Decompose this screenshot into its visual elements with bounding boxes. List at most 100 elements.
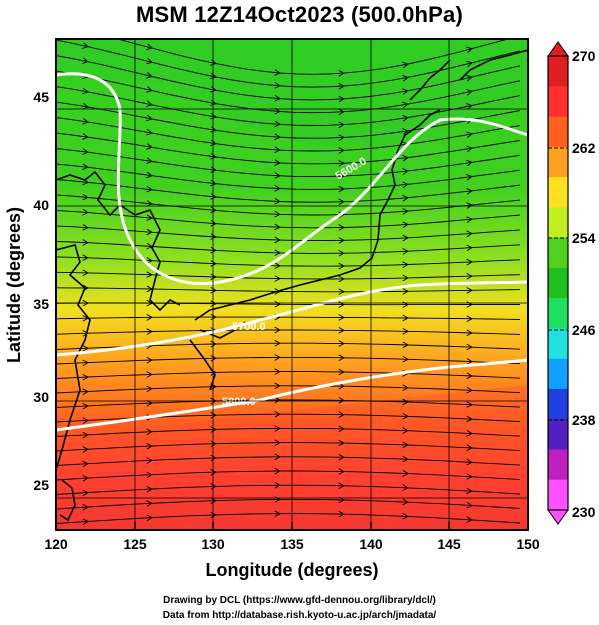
streamline-arrow bbox=[338, 468, 345, 475]
streamline-arrow bbox=[466, 444, 473, 452]
streamline-arrow bbox=[466, 173, 473, 181]
streamline-arrow bbox=[338, 160, 345, 167]
streamline bbox=[56, 456, 521, 466]
streamline bbox=[115, 39, 510, 75]
streamline-arrow bbox=[402, 74, 409, 82]
streamline-arrow bbox=[466, 103, 473, 110]
streamline-arrow bbox=[466, 230, 473, 238]
streamline-arrow bbox=[274, 69, 281, 76]
streamline-arrow bbox=[466, 89, 473, 96]
streamline-arrow bbox=[274, 339, 281, 347]
streamline-arrow bbox=[210, 313, 217, 321]
colorbar-segment bbox=[548, 116, 568, 148]
streamline-arrow bbox=[338, 121, 345, 129]
streamline-arrow bbox=[338, 275, 345, 283]
temperature-field: 5800.0 5700.0 5600.0 bbox=[56, 28, 528, 530]
streamline-arrow bbox=[210, 273, 217, 281]
streamline-arrow bbox=[210, 454, 217, 462]
streamline-arrow bbox=[338, 82, 345, 90]
streamline-arrow bbox=[402, 221, 409, 228]
streamline-arrow bbox=[338, 314, 345, 321]
streamline-arrow bbox=[274, 496, 281, 503]
streamline-arrow bbox=[466, 46, 473, 54]
streamline-arrow bbox=[146, 514, 153, 522]
streamline-arrow bbox=[146, 471, 153, 479]
streamline-arrow bbox=[338, 95, 345, 103]
contour-5800 bbox=[56, 358, 528, 432]
streamline-arrow bbox=[338, 368, 345, 376]
streamline-arrow bbox=[466, 343, 473, 351]
streamline-arrow bbox=[274, 467, 281, 475]
contour-5600 bbox=[56, 72, 528, 286]
x-axis-title: Longitude (degrees) bbox=[205, 560, 378, 580]
streamline bbox=[56, 399, 521, 408]
streamline-arrow bbox=[146, 356, 153, 364]
streamline bbox=[56, 484, 521, 495]
streamline-arrow bbox=[402, 314, 409, 322]
streamline-arrow bbox=[210, 300, 217, 307]
streamline-arrow bbox=[82, 330, 89, 337]
streamline-arrow bbox=[402, 341, 409, 349]
streamline-arrow bbox=[466, 287, 473, 294]
streamline-arrow bbox=[82, 208, 89, 216]
streamline-arrow bbox=[466, 244, 473, 252]
streamline bbox=[56, 117, 521, 152]
streamline-arrow bbox=[466, 159, 473, 167]
streamline-arrow bbox=[274, 172, 281, 179]
x-tick-label: 120 bbox=[44, 536, 68, 552]
streamline-arrow bbox=[274, 411, 281, 418]
y-tick-label: 25 bbox=[33, 477, 49, 493]
colorbar-label: 238 bbox=[572, 412, 596, 428]
streamline-arrow bbox=[82, 373, 89, 381]
streamline-arrow bbox=[82, 28, 88, 34]
streamline-arrow bbox=[146, 371, 153, 378]
streamline-arrow bbox=[466, 258, 473, 266]
streamline-arrow bbox=[82, 417, 89, 424]
streamline-arrow bbox=[338, 185, 345, 193]
streamline-arrow bbox=[82, 163, 89, 171]
streamline-arrow bbox=[338, 425, 345, 433]
streamline-arrow bbox=[82, 148, 89, 155]
streamline-arrow bbox=[82, 489, 89, 497]
map-title: MSM 12Z14Oct2023 (500.0hPa) bbox=[136, 2, 463, 27]
streamline-arrow bbox=[82, 345, 89, 352]
streamline-arrow bbox=[466, 315, 473, 322]
streamline-arrow bbox=[82, 388, 89, 395]
streamline bbox=[56, 39, 521, 88]
x-tick-label: 125 bbox=[123, 536, 147, 552]
streamline-arrow bbox=[338, 482, 345, 489]
streamline-arrow bbox=[146, 129, 153, 136]
streamline-arrow bbox=[338, 224, 345, 231]
x-tick-label: 135 bbox=[280, 536, 304, 552]
streamline-arrow bbox=[402, 398, 409, 406]
streamline-arrow bbox=[402, 168, 409, 175]
streamline-arrow bbox=[274, 185, 281, 192]
streamline bbox=[56, 209, 521, 229]
streamline-arrow bbox=[402, 484, 409, 491]
colorbar-label: 246 bbox=[572, 322, 596, 338]
streamline-arrow bbox=[402, 355, 409, 363]
streamline bbox=[56, 70, 521, 114]
contour-lines bbox=[56, 72, 528, 432]
streamline-arrow bbox=[338, 211, 345, 218]
streamline bbox=[56, 356, 521, 365]
streamline-arrow bbox=[146, 500, 153, 507]
streamline-arrow bbox=[274, 120, 281, 128]
streamline-arrow bbox=[338, 327, 345, 334]
colorbar-top-arrow bbox=[547, 41, 569, 57]
streamline bbox=[56, 101, 521, 139]
streamline-arrow bbox=[338, 250, 345, 257]
streamline-arrow bbox=[338, 397, 345, 404]
streamline-arrow bbox=[274, 198, 281, 205]
streamline-arrow bbox=[402, 274, 409, 282]
streamline-arrow bbox=[274, 223, 281, 231]
streamline-arrow bbox=[274, 439, 281, 446]
streamline-arrow bbox=[402, 128, 409, 135]
streamline-arrow bbox=[274, 159, 281, 166]
x-tick-label: 130 bbox=[201, 536, 225, 552]
streamline-arrow bbox=[274, 396, 281, 404]
streamline-arrow bbox=[82, 133, 89, 140]
streamline-arrow bbox=[82, 475, 89, 482]
footer-credit-line1: Drawing by DCL (https://www.gfd-dennou.o… bbox=[163, 595, 436, 606]
streamline-arrow bbox=[466, 415, 473, 423]
